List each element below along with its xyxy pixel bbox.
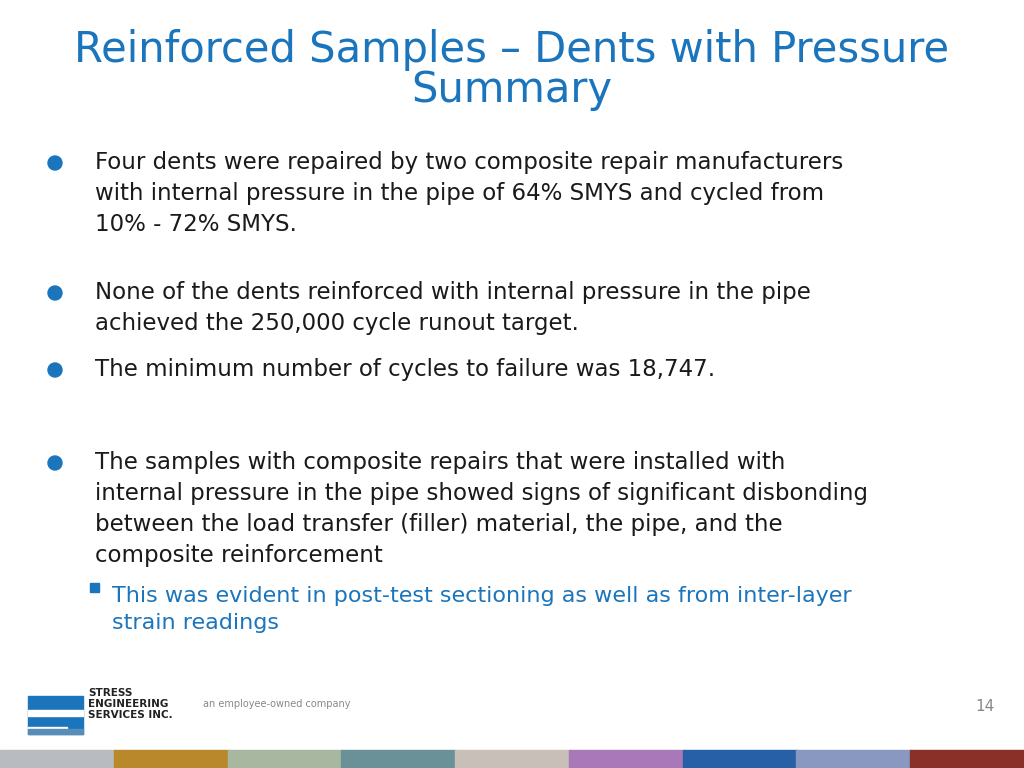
Bar: [28, 727, 67, 732]
Text: The minimum number of cycles to failure was 18,747.: The minimum number of cycles to failure …: [95, 358, 715, 381]
Text: Summary: Summary: [412, 69, 612, 111]
Bar: [90, 583, 99, 592]
Text: ENGINEERING: ENGINEERING: [88, 699, 168, 709]
Bar: [910, 750, 1024, 768]
Bar: [797, 750, 911, 768]
Circle shape: [48, 456, 62, 470]
Text: This was evident in post-test sectioning as well as from inter-layer
strain read: This was evident in post-test sectioning…: [112, 586, 852, 633]
Circle shape: [48, 363, 62, 377]
Bar: [0, 750, 115, 768]
Bar: [28, 696, 83, 734]
Bar: [341, 750, 456, 768]
Bar: [28, 729, 83, 734]
Bar: [455, 750, 570, 768]
Circle shape: [48, 286, 62, 300]
Text: The samples with composite repairs that were installed with
internal pressure in: The samples with composite repairs that …: [95, 451, 868, 568]
Text: SERVICES INC.: SERVICES INC.: [88, 710, 173, 720]
Bar: [227, 750, 342, 768]
Text: STRESS: STRESS: [88, 688, 132, 698]
Bar: [569, 750, 684, 768]
Bar: [28, 710, 83, 716]
Circle shape: [48, 156, 62, 170]
Bar: [114, 750, 228, 768]
Bar: [683, 750, 798, 768]
Text: an employee-owned company: an employee-owned company: [203, 699, 350, 709]
Text: None of the dents reinforced with internal pressure in the pipe
achieved the 250: None of the dents reinforced with intern…: [95, 281, 811, 335]
Text: Reinforced Samples – Dents with Pressure: Reinforced Samples – Dents with Pressure: [75, 29, 949, 71]
Text: 14: 14: [976, 699, 995, 714]
Text: Four dents were repaired by two composite repair manufacturers
with internal pre: Four dents were repaired by two composit…: [95, 151, 843, 237]
